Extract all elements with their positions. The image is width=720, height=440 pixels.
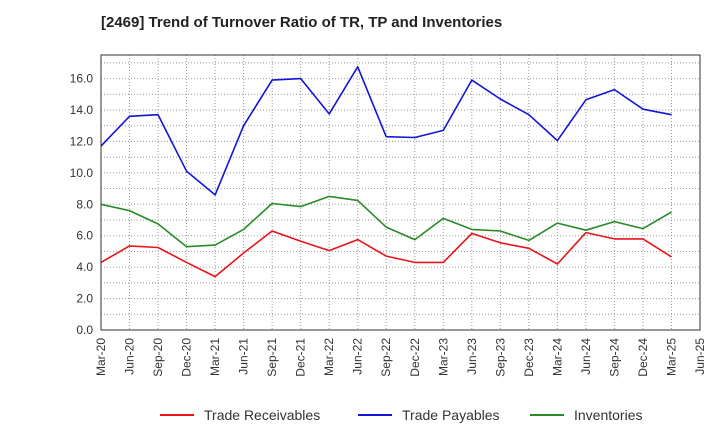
chart-title: [2469] Trend of Turnover Ratio of TR, TP… <box>101 14 503 31</box>
x-tick-label: Jun-21 <box>237 338 251 375</box>
x-tick-label: Sep-21 <box>265 338 279 377</box>
y-tick-label: 16.0 <box>70 72 94 86</box>
y-tick-label: 10.0 <box>70 166 94 180</box>
y-tick-label: 6.0 <box>76 229 93 243</box>
x-tick-label: Dec-20 <box>180 338 194 377</box>
y-tick-label: 12.0 <box>70 134 94 148</box>
grid-lines <box>101 55 700 330</box>
y-tick-label: 0.0 <box>76 323 93 337</box>
x-tick-label: Jun-24 <box>579 338 593 375</box>
y-tick-label: 8.0 <box>76 197 93 211</box>
series-line-inventories <box>100 195 672 248</box>
x-tick-label: Mar-24 <box>550 338 564 376</box>
plot-area-frame <box>100 54 701 331</box>
legend-label-inventories: Inventories <box>574 407 642 423</box>
x-tick-label: Dec-23 <box>522 338 536 377</box>
y-tick-label: 14.0 <box>70 103 94 117</box>
x-tick-label: Sep-23 <box>493 338 507 377</box>
x-tick-label: Jun-23 <box>465 338 479 375</box>
x-tick-label: Sep-20 <box>151 338 165 377</box>
x-tick-label: Dec-22 <box>408 338 422 377</box>
legend-label-trade-payables: Trade Payables <box>402 407 500 423</box>
x-tick-label: Dec-21 <box>294 338 308 377</box>
x-tick-label: Dec-24 <box>636 338 650 377</box>
x-axis-tick-labels: Mar-20 Jun-20 Sep-20 Dec-20 Mar-21 Jun-21 Sep-… <box>94 338 707 377</box>
legend: Trade Receivables Trade Payables Inventori… <box>160 407 642 423</box>
x-tick-label: Mar-25 <box>664 338 678 376</box>
legend-label-trade-receivables: Trade Receivables <box>204 407 320 423</box>
series-lines <box>100 66 672 278</box>
x-tick-label: Jun-20 <box>123 338 137 375</box>
x-tick-label: Mar-20 <box>94 338 108 376</box>
x-tick-label: Mar-22 <box>322 338 336 376</box>
x-tick-label: Mar-21 <box>208 338 222 376</box>
y-axis-tick-labels: 0.0 2.0 4.0 6.0 8.0 10.0 12.0 14.0 16.0 <box>70 72 94 337</box>
x-tick-label: Sep-22 <box>379 338 393 377</box>
x-tick-label: Sep-24 <box>607 338 621 377</box>
y-tick-label: 4.0 <box>76 260 93 274</box>
x-tick-label: Mar-23 <box>436 338 450 376</box>
series-line-trade-payables <box>100 66 672 196</box>
y-tick-label: 2.0 <box>76 292 93 306</box>
x-tick-label: Jun-25 <box>693 338 707 375</box>
series-line-trade-receivables <box>100 230 672 278</box>
x-tick-label: Jun-22 <box>351 338 365 375</box>
